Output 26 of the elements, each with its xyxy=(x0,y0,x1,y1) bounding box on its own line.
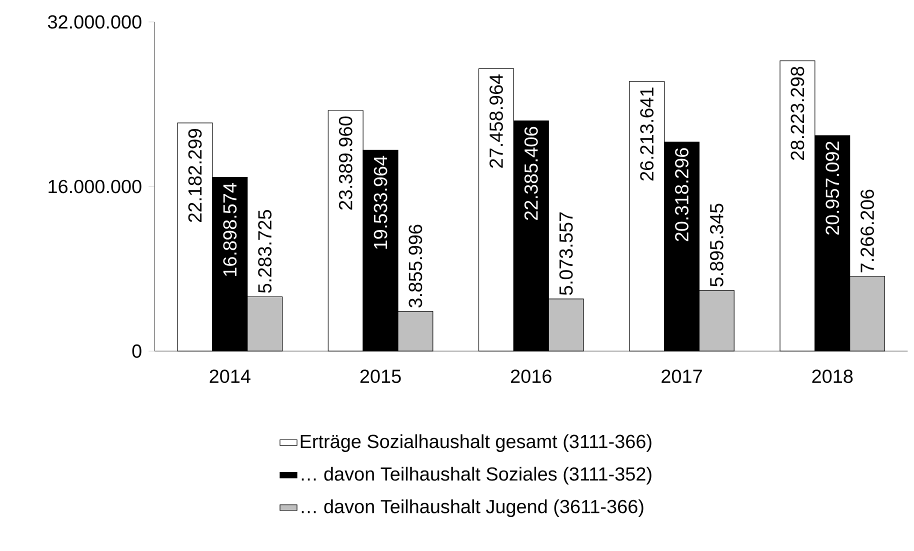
x-tick-label: 2014 xyxy=(210,370,250,384)
data-label: 20.957.092 xyxy=(826,142,840,235)
data-label: 22.385.406 xyxy=(524,127,538,220)
data-label: 5.895.345 xyxy=(710,204,724,287)
x-tick-label: 2015 xyxy=(360,370,401,384)
y-tick-label: 32.000.000 xyxy=(48,15,142,29)
data-label: 27.458.964 xyxy=(490,74,503,168)
x-tick-label: 2016 xyxy=(511,370,552,384)
data-label: 26.213.641 xyxy=(640,88,654,181)
legend-label: Erträge Sozialhaushalt gesamt (3111-366) xyxy=(300,434,652,452)
data-label: 28.223.298 xyxy=(790,67,804,160)
data-label: 19.533.964 xyxy=(374,156,388,249)
data-label: 20.318.296 xyxy=(675,148,688,242)
data-label: 23.389.960 xyxy=(338,116,352,210)
data-label: 7.266.206 xyxy=(860,190,874,272)
legend-label: … davon Teilhaushalt Soziales (3111-352) xyxy=(302,467,652,485)
y-tick-label: 0 xyxy=(132,344,142,358)
data-label: 16.898.574 xyxy=(223,183,237,276)
legend-label: … davon Teilhaushalt Jugend (3611-366) xyxy=(302,500,644,518)
data-label: 3.855.996 xyxy=(408,224,422,308)
data-label: 5.073.557 xyxy=(559,212,573,296)
x-tick-label: 2018 xyxy=(812,370,853,384)
x-tick-label: 2017 xyxy=(662,370,702,384)
data-label: 22.182.299 xyxy=(188,129,202,222)
data-label: 5.283.725 xyxy=(258,210,272,294)
y-tick-label: 16.000.000 xyxy=(48,180,142,194)
